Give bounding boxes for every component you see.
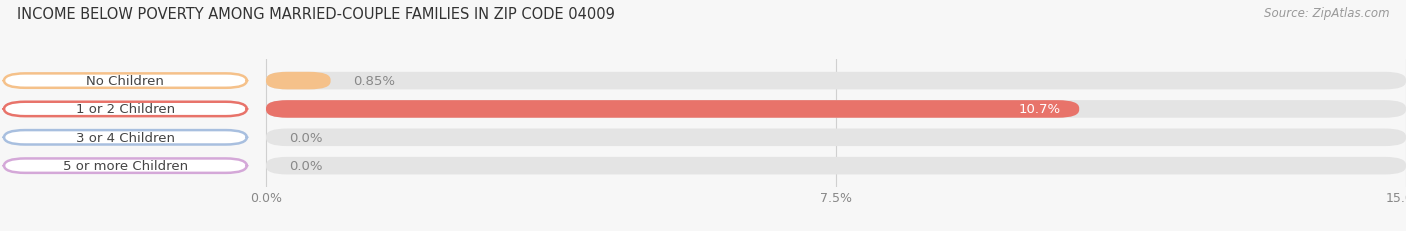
Text: 0.0%: 0.0% xyxy=(288,159,322,172)
FancyBboxPatch shape xyxy=(266,157,1406,175)
FancyBboxPatch shape xyxy=(4,74,247,88)
FancyBboxPatch shape xyxy=(266,101,1080,118)
Text: 5 or more Children: 5 or more Children xyxy=(63,159,188,172)
FancyBboxPatch shape xyxy=(266,101,1406,118)
FancyBboxPatch shape xyxy=(266,73,330,90)
Text: 3 or 4 Children: 3 or 4 Children xyxy=(76,131,174,144)
Text: No Children: No Children xyxy=(86,75,165,88)
Text: 0.0%: 0.0% xyxy=(288,131,322,144)
Text: 10.7%: 10.7% xyxy=(1018,103,1060,116)
FancyBboxPatch shape xyxy=(4,131,247,145)
Text: Source: ZipAtlas.com: Source: ZipAtlas.com xyxy=(1264,7,1389,20)
Text: 0.85%: 0.85% xyxy=(353,75,395,88)
FancyBboxPatch shape xyxy=(4,102,247,117)
FancyBboxPatch shape xyxy=(266,129,1406,146)
Text: INCOME BELOW POVERTY AMONG MARRIED-COUPLE FAMILIES IN ZIP CODE 04009: INCOME BELOW POVERTY AMONG MARRIED-COUPL… xyxy=(17,7,614,22)
FancyBboxPatch shape xyxy=(4,159,247,173)
Text: 1 or 2 Children: 1 or 2 Children xyxy=(76,103,174,116)
FancyBboxPatch shape xyxy=(266,73,1406,90)
